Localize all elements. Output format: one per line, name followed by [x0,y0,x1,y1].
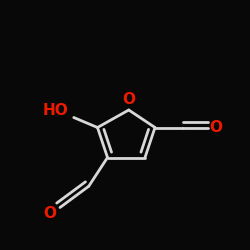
Text: HO: HO [42,103,68,118]
Text: O: O [44,206,57,220]
Text: O: O [122,92,135,108]
Text: O: O [209,120,222,135]
